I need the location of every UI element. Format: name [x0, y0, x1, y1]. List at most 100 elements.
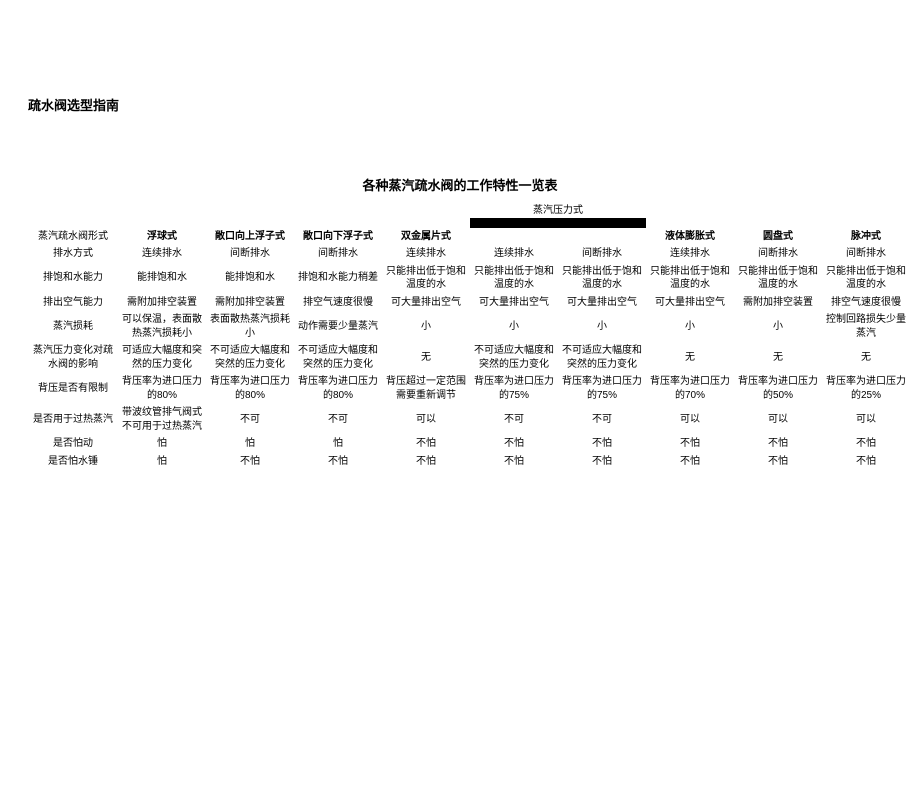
- table-row: 是否怕动怕怕怕不怕不怕不怕不怕不怕不怕: [28, 435, 910, 453]
- row-label: 排饱和水能力: [28, 263, 118, 294]
- table-cell: 不怕: [294, 453, 382, 471]
- table-title: 各种蒸汽疏水阀的工作特性一览表: [0, 175, 920, 194]
- table-cell: 不怕: [734, 453, 822, 471]
- row-label: 背压是否有限制: [28, 373, 118, 404]
- table-cell: 背压率为进口压力的75%: [470, 373, 558, 404]
- comparison-table: 蒸汽压力式 蒸汽疏水阀形式 浮球式 敞口向上浮子式 敞口向下浮子式 双金属片式 …: [28, 198, 910, 470]
- table-row: 排出空气能力需附加排空装置需附加排空装置排空气速度很慢可大量排出空气可大量排出空…: [28, 294, 910, 312]
- table-cell: 控制回路损失少量蒸汽: [822, 311, 910, 342]
- table-cell: 背压率为进口压力的80%: [294, 373, 382, 404]
- col-header: 双金属片式: [382, 228, 470, 246]
- table-body: 排水方式连续排水间断排水间断排水连续排水连续排水间断排水连续排水间断排水间断排水…: [28, 245, 910, 470]
- table-row: 蒸汽压力变化对疏水阀的影响可适应大幅度和突然的压力变化不可适应大幅度和突然的压力…: [28, 342, 910, 373]
- table-cell: 可大量排出空气: [470, 294, 558, 312]
- row-header-label: 蒸汽疏水阀形式: [28, 228, 118, 246]
- table-cell: 不怕: [558, 453, 646, 471]
- table-cell: 需附加排空装置: [734, 294, 822, 312]
- table-cell: 小: [558, 311, 646, 342]
- table-cell: 可以: [734, 404, 822, 435]
- page-title: 疏水阀选型指南: [28, 95, 119, 114]
- table-cell: 无: [822, 342, 910, 373]
- table-row: 排饱和水能力能排饱和水能排饱和水排饱和水能力稍差只能排出低于饱和温度的水只能排出…: [28, 263, 910, 294]
- table-cell: 只能排出低于饱和温度的水: [822, 263, 910, 294]
- table-cell: 不可: [470, 404, 558, 435]
- table-cell: 不可: [294, 404, 382, 435]
- table-cell: 排空气速度很慢: [822, 294, 910, 312]
- table-cell: 可大量排出空气: [646, 294, 734, 312]
- group-header-row: 蒸汽压力式: [28, 198, 910, 218]
- table-cell: 可以: [646, 404, 734, 435]
- table-cell: 背压率为进口压力的25%: [822, 373, 910, 404]
- table-cell: 间断排水: [822, 245, 910, 263]
- table-cell: 可大量排出空气: [558, 294, 646, 312]
- table-cell: 怕: [118, 435, 206, 453]
- row-label: 蒸汽压力变化对疏水阀的影响: [28, 342, 118, 373]
- table-row: 蒸汽损耗可以保温，表面散热蒸汽损耗小表面散热蒸汽损耗小动作需要少量蒸汽小小小小小…: [28, 311, 910, 342]
- row-label: 是否怕动: [28, 435, 118, 453]
- table-cell: 能排饱和水: [118, 263, 206, 294]
- col-header: 浮球式: [118, 228, 206, 246]
- table-cell: 不可适应大幅度和突然的压力变化: [558, 342, 646, 373]
- table-cell: 可以: [382, 404, 470, 435]
- table-cell: 不怕: [734, 435, 822, 453]
- table-cell: 怕: [294, 435, 382, 453]
- table-cell: 连续排水: [382, 245, 470, 263]
- table-cell: 不怕: [646, 453, 734, 471]
- comparison-table-wrap: 蒸汽压力式 蒸汽疏水阀形式 浮球式 敞口向上浮子式 敞口向下浮子式 双金属片式 …: [28, 198, 910, 470]
- table-cell: 不怕: [470, 435, 558, 453]
- table-cell: 小: [646, 311, 734, 342]
- table-cell: 动作需要少量蒸汽: [294, 311, 382, 342]
- col-header: 脉冲式: [822, 228, 910, 246]
- table-cell: 不可适应大幅度和突然的压力变化: [206, 342, 294, 373]
- row-label: 排水方式: [28, 245, 118, 263]
- table-cell: 小: [382, 311, 470, 342]
- col-header: 液体膨胀式: [646, 228, 734, 246]
- col-header: 敞口向上浮子式: [206, 228, 294, 246]
- table-cell: 连续排水: [118, 245, 206, 263]
- table-cell: 间断排水: [558, 245, 646, 263]
- table-cell: 能排饱和水: [206, 263, 294, 294]
- table-cell: 可大量排出空气: [382, 294, 470, 312]
- table-cell: 只能排出低于饱和温度的水: [382, 263, 470, 294]
- table-cell: 背压超过一定范围需要重新调节: [382, 373, 470, 404]
- table-cell: 背压率为进口压力的80%: [118, 373, 206, 404]
- table-cell: 不怕: [382, 435, 470, 453]
- group-header-label: 蒸汽压力式: [470, 198, 646, 218]
- table-cell: 无: [382, 342, 470, 373]
- group-header-bar: [470, 218, 646, 228]
- table-cell: 需附加排空装置: [118, 294, 206, 312]
- col-header: [558, 228, 646, 246]
- table-cell: 小: [470, 311, 558, 342]
- table-cell: 不可适应大幅度和突然的压力变化: [470, 342, 558, 373]
- table-cell: 连续排水: [646, 245, 734, 263]
- table-cell: 背压率为进口压力的50%: [734, 373, 822, 404]
- table-cell: 不可: [558, 404, 646, 435]
- table-cell: 不怕: [382, 453, 470, 471]
- table-cell: 不怕: [646, 435, 734, 453]
- col-header: [470, 228, 558, 246]
- table-cell: 背压率为进口压力的75%: [558, 373, 646, 404]
- table-cell: 表面散热蒸汽损耗小: [206, 311, 294, 342]
- row-label: 排出空气能力: [28, 294, 118, 312]
- table-cell: 只能排出低于饱和温度的水: [470, 263, 558, 294]
- table-cell: 无: [646, 342, 734, 373]
- group-header-bar-row: [28, 218, 910, 228]
- table-row: 背压是否有限制背压率为进口压力的80%背压率为进口压力的80%背压率为进口压力的…: [28, 373, 910, 404]
- table-cell: 不怕: [822, 453, 910, 471]
- row-label: 是否用于过热蒸汽: [28, 404, 118, 435]
- row-label: 是否怕水锤: [28, 453, 118, 471]
- table-cell: 不怕: [470, 453, 558, 471]
- table-cell: 背压率为进口压力的70%: [646, 373, 734, 404]
- table-cell: 不怕: [558, 435, 646, 453]
- table-cell: 可以: [822, 404, 910, 435]
- col-header: 敞口向下浮子式: [294, 228, 382, 246]
- table-cell: 小: [734, 311, 822, 342]
- table-cell: 可以保温，表面散热蒸汽损耗小: [118, 311, 206, 342]
- table-cell: 怕: [206, 435, 294, 453]
- table-cell: 怕: [118, 453, 206, 471]
- table-cell: 连续排水: [470, 245, 558, 263]
- table-cell: 无: [734, 342, 822, 373]
- col-header: 圆盘式: [734, 228, 822, 246]
- table-cell: 不怕: [822, 435, 910, 453]
- table-row: 是否用于过热蒸汽带波纹管排气阀式不可用于过热蒸汽不可不可可以不可不可可以可以可以: [28, 404, 910, 435]
